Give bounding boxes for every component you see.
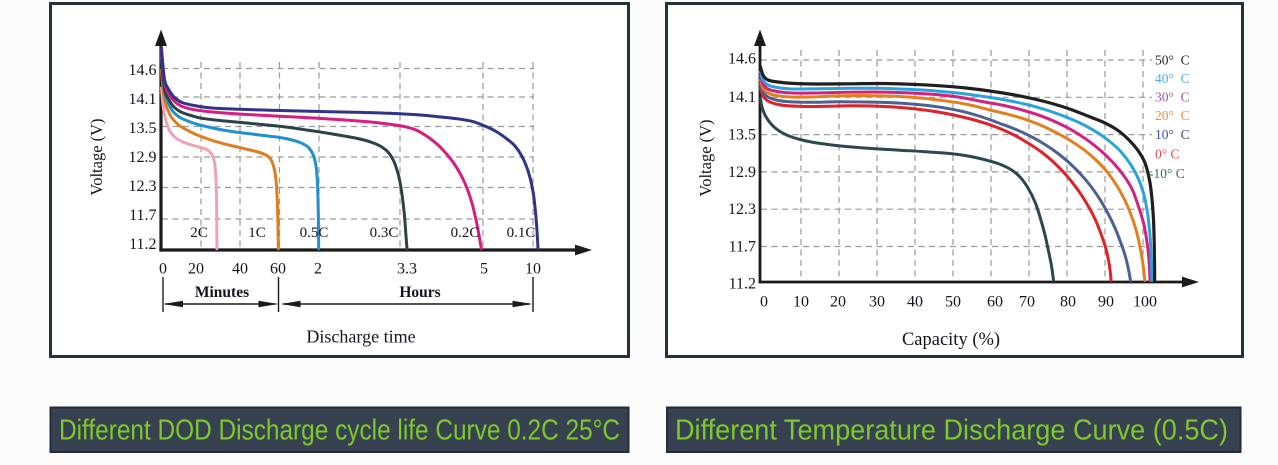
- svg-text:20: 20: [188, 261, 204, 278]
- svg-text:13.5: 13.5: [129, 120, 157, 137]
- svg-text:50° C: 50° C: [1155, 53, 1190, 68]
- svg-text:Capacity (%): Capacity (%): [902, 330, 1000, 350]
- svg-text:11.2: 11.2: [729, 276, 756, 293]
- svg-text:Hours: Hours: [399, 284, 440, 301]
- svg-text:30: 30: [869, 294, 885, 311]
- svg-text:100: 100: [1133, 294, 1157, 311]
- svg-text:20° C: 20° C: [1155, 108, 1190, 123]
- svg-text:2C: 2C: [190, 225, 208, 241]
- svg-text:12.9: 12.9: [728, 164, 756, 181]
- svg-text:2: 2: [314, 261, 322, 278]
- svg-text:Voltage (V): Voltage (V): [696, 119, 715, 196]
- svg-text:12.3: 12.3: [129, 178, 157, 195]
- svg-text:14.1: 14.1: [129, 91, 157, 108]
- svg-text:10: 10: [525, 261, 541, 278]
- svg-text:11.7: 11.7: [729, 239, 756, 256]
- svg-text:Discharge time: Discharge time: [306, 327, 415, 347]
- svg-text:10: 10: [793, 294, 809, 311]
- svg-text:60: 60: [987, 294, 1003, 311]
- svg-text:0: 0: [760, 294, 768, 311]
- svg-text:Voltage (V): Voltage (V): [87, 118, 106, 195]
- svg-text:3.3: 3.3: [397, 261, 417, 278]
- svg-text:11.2: 11.2: [129, 236, 156, 253]
- svg-text:Minutes: Minutes: [195, 284, 249, 301]
- svg-text:0.2C: 0.2C: [451, 225, 480, 241]
- svg-text:Different DOD Discharge cycle: Different DOD Discharge cycle life Curve…: [59, 415, 620, 447]
- svg-text:30° C: 30° C: [1155, 90, 1190, 105]
- svg-text:60: 60: [270, 261, 286, 278]
- svg-text:40: 40: [907, 294, 923, 311]
- svg-text:12.3: 12.3: [728, 201, 756, 218]
- svg-text:1C: 1C: [248, 225, 266, 241]
- svg-text:0: 0: [159, 261, 167, 278]
- svg-text:50: 50: [945, 294, 961, 311]
- svg-text:12.9: 12.9: [129, 149, 157, 166]
- svg-text:20: 20: [830, 294, 846, 311]
- svg-text:70: 70: [1019, 294, 1035, 311]
- svg-text:40° C: 40° C: [1155, 71, 1190, 86]
- svg-text:40: 40: [232, 261, 248, 278]
- svg-text:10° C: 10° C: [1155, 127, 1190, 142]
- svg-text:90: 90: [1098, 294, 1114, 311]
- svg-text:-10° C: -10° C: [1149, 166, 1185, 181]
- svg-text:0° C: 0° C: [1155, 147, 1180, 162]
- svg-text:0.5C: 0.5C: [300, 225, 329, 241]
- svg-text:0.1C: 0.1C: [507, 225, 536, 241]
- svg-text:11.7: 11.7: [129, 207, 156, 224]
- svg-text:14.6: 14.6: [728, 51, 756, 68]
- svg-text:0.3C: 0.3C: [370, 225, 399, 241]
- svg-text:80: 80: [1060, 294, 1076, 311]
- svg-text:14.6: 14.6: [129, 62, 157, 79]
- svg-text:14.1: 14.1: [728, 89, 756, 106]
- svg-text:13.5: 13.5: [728, 127, 756, 144]
- svg-text:Different Temperature Discharg: Different Temperature Discharge Curve (0…: [675, 415, 1228, 447]
- svg-text:5: 5: [480, 261, 488, 278]
